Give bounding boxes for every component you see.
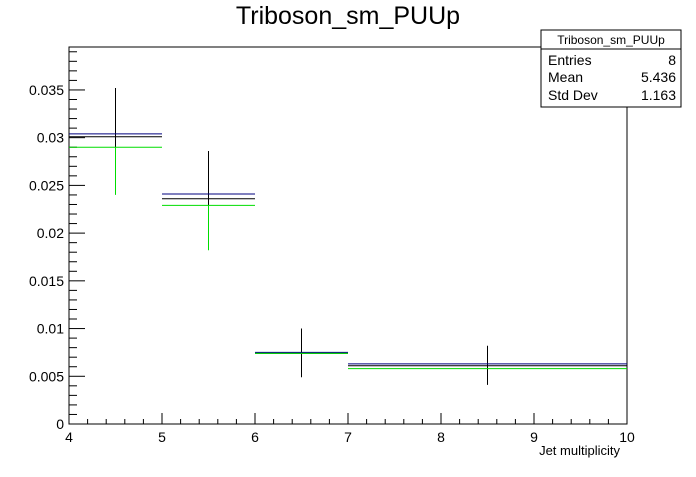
x-axis: 4 5 6 7 8 9 10	[65, 413, 635, 445]
y-tick-label: 0.025	[29, 177, 64, 193]
stats-mean-value: 5.436	[641, 69, 676, 85]
y-tick-label: 0	[56, 416, 64, 432]
x-tick-label: 8	[437, 429, 445, 445]
x-tick-label: 9	[530, 429, 538, 445]
series-layer	[69, 88, 627, 385]
y-tick-label: 0.015	[29, 273, 64, 289]
stats-box-frame	[540, 29, 682, 108]
x-axis-title: Jet multiplicity	[539, 443, 620, 458]
stats-stddev-label: Std Dev	[548, 87, 598, 103]
x-tick-label: 5	[158, 429, 166, 445]
stats-box: Triboson_sm_PUUp Entries 8 Mean 5.436 St…	[540, 29, 682, 108]
y-tick-label: 0.02	[37, 225, 64, 241]
x-tick-label: 6	[251, 429, 259, 445]
x-tick-label: 10	[619, 429, 635, 445]
stats-mean-label: Mean	[548, 69, 583, 85]
stats-entries-label: Entries	[548, 52, 592, 68]
chart-title: Triboson_sm_PUUp	[236, 2, 460, 30]
stats-entries-value: 8	[668, 52, 676, 68]
x-tick-label: 7	[344, 429, 352, 445]
stats-box-title: Triboson_sm_PUUp	[557, 33, 665, 47]
y-tick-label: 0.01	[37, 321, 64, 337]
y-tick-label: 0.035	[29, 82, 64, 98]
x-tick-label: 4	[65, 429, 73, 445]
y-tick-label: 0.03	[37, 130, 64, 146]
y-axis: 0 0.005 0.01 0.015 0.02 0.025 0.03 0.035	[29, 51, 85, 432]
y-tick-label: 0.005	[29, 368, 64, 384]
stats-stddev-value: 1.163	[641, 87, 676, 103]
